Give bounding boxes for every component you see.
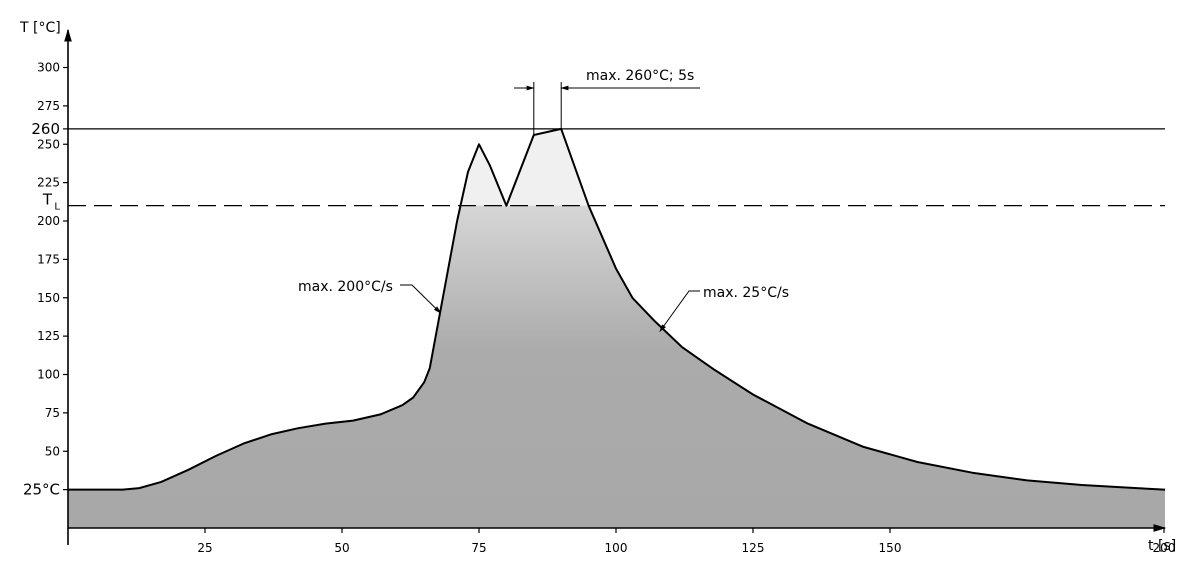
- annotation-peak-time: max. 260°C; 5s: [586, 68, 694, 84]
- x-tick-label-25: 25: [197, 541, 212, 555]
- x-tick-label-50: 50: [334, 541, 349, 555]
- y-tick-label-275: 275: [37, 99, 60, 113]
- y-tick-label-175: 175: [37, 252, 60, 266]
- y-tick-label-150: 150: [37, 291, 60, 305]
- area-fill-peak: [460, 128, 589, 206]
- y-mark-label-260: 260: [31, 120, 60, 138]
- temperature-curve: [68, 127, 1165, 491]
- area-fill-main: [68, 205, 1165, 528]
- x-tick-label-150: 150: [879, 541, 902, 555]
- annotation-ramp-up: max. 200°C/s: [298, 279, 393, 295]
- x-tick-label-125: 125: [742, 541, 765, 555]
- y-tick-label-200: 200: [37, 214, 60, 228]
- y-tick-label-225: 225: [37, 176, 60, 190]
- y-tick-label-100: 100: [37, 368, 60, 382]
- tl-label: T: [42, 191, 53, 209]
- x-axis-title: t [s]: [1148, 538, 1176, 554]
- y-tick-label-300: 300: [37, 61, 60, 75]
- y-tick-label-75: 75: [45, 406, 60, 420]
- y-tick-label-50: 50: [45, 444, 60, 458]
- x-tick-label-100: 100: [605, 541, 628, 555]
- annotation-ramp-down-leader: [659, 290, 700, 333]
- y-mark-label-25: 25°C: [23, 481, 60, 499]
- annotation-ramp-down: max. 25°C/s: [703, 285, 789, 301]
- y-tick-label-125: 125: [37, 329, 60, 343]
- x-tick-label-75: 75: [471, 541, 486, 555]
- tl-label-subscript: L: [54, 202, 60, 213]
- y-axis-title: T [°C]: [19, 20, 61, 36]
- annotation-ramp-up-leader: [400, 284, 442, 314]
- x-tick-label-200: 200: [1153, 541, 1176, 555]
- y-tick-label-250: 250: [37, 137, 60, 151]
